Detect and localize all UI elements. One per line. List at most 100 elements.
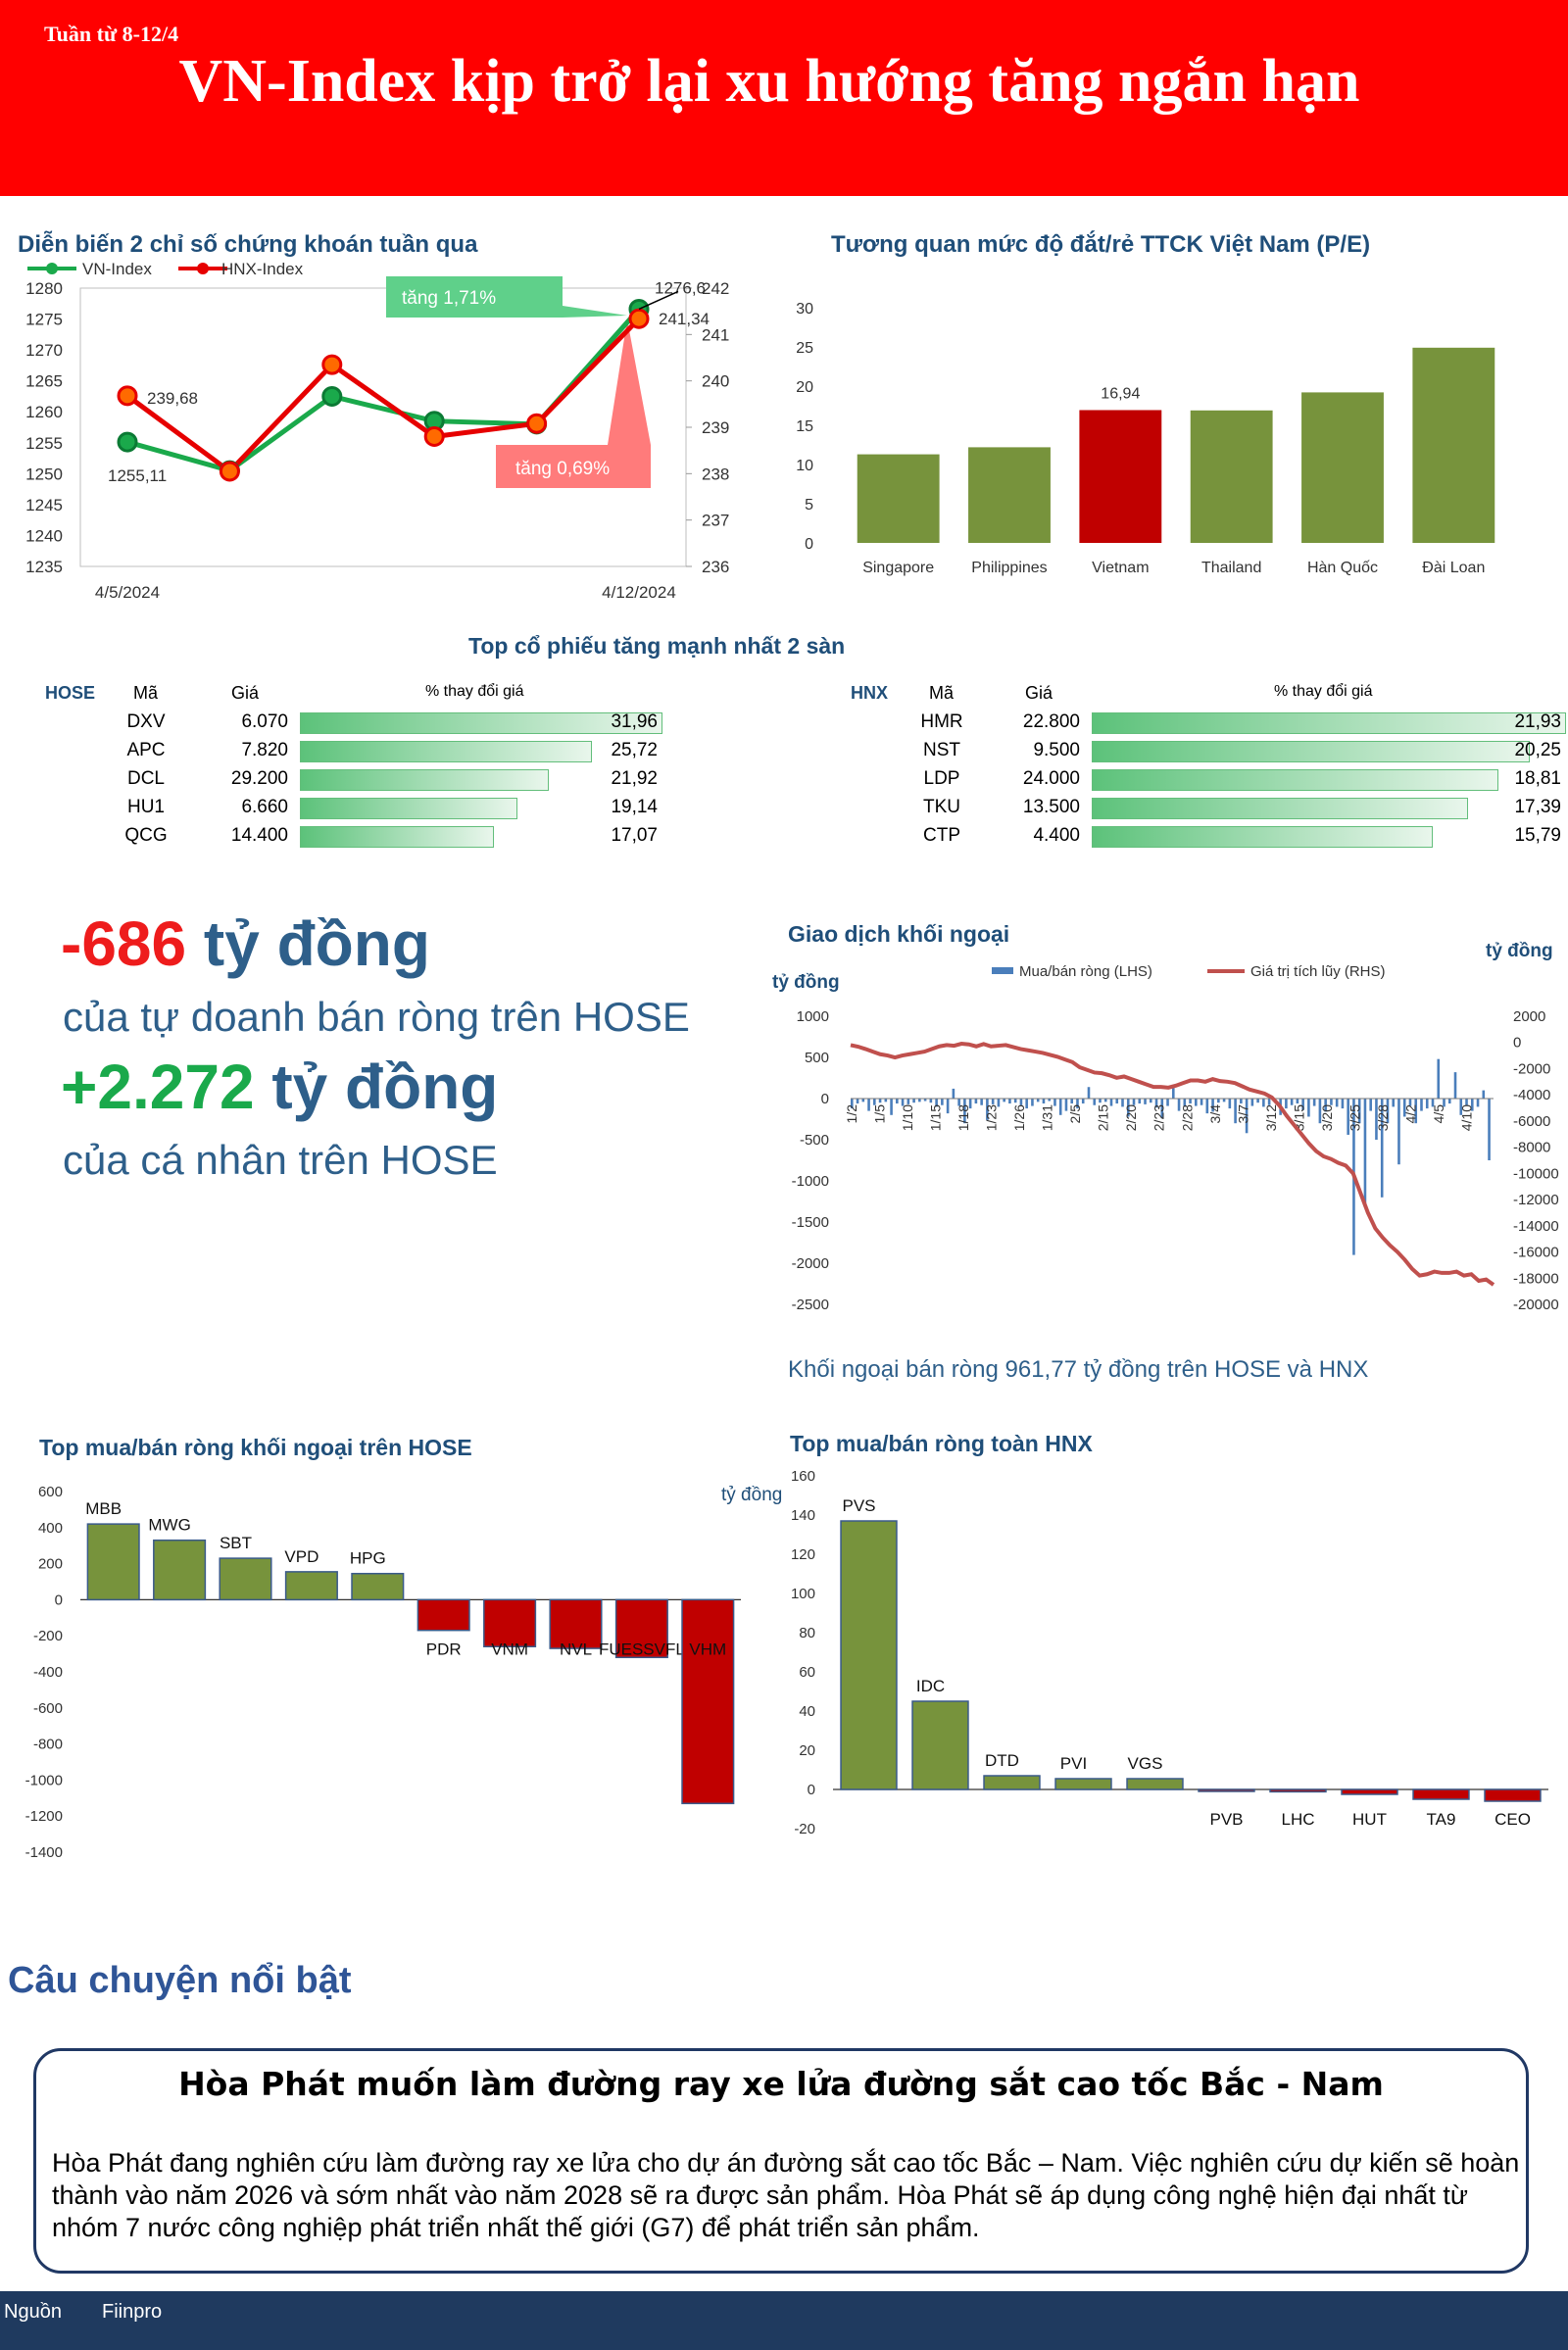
y-left-tick-label: 1250	[25, 465, 63, 483]
fx-y-right-tick-label: -2000	[1513, 1060, 1550, 1077]
fx-net-bar	[923, 1099, 927, 1102]
fx-net-bar	[1357, 1099, 1361, 1124]
hose-foreign-y-tick-label: -1000	[25, 1772, 63, 1788]
gainer-pct-bar	[300, 769, 549, 791]
y-left-tick-label: 1280	[25, 279, 63, 298]
fx-net-bar	[1267, 1099, 1271, 1105]
hose-foreign-bar	[86, 1523, 140, 1601]
vn-change-callout: tăng 1,71%	[386, 276, 627, 318]
fx-net-bar	[980, 1099, 983, 1105]
hose-gainers-table: HOSE Mã Giá % thay đổi giá DXV 6.070 31,96…	[0, 676, 686, 853]
x-tick-label: 4/12/2024	[602, 583, 676, 602]
fx-net-bar	[1437, 1058, 1441, 1099]
y-right-tick-label: 239	[702, 418, 729, 437]
hnx-foreign-y-tick-label: 0	[808, 1782, 815, 1798]
hnx-code-header: Mã	[929, 683, 955, 703]
fx-net-bar	[1109, 1099, 1113, 1106]
pe-y-tick-label: 0	[805, 536, 813, 553]
fx-x-tick-label: 3/20	[1319, 1104, 1335, 1131]
gainer-row: LDP 24.000 18,81	[823, 768, 1568, 796]
fx-y-left-tick-label: -1500	[792, 1214, 829, 1231]
hnx-foreign-bar	[1412, 1788, 1470, 1800]
gainer-code: NST	[923, 740, 960, 760]
pe-bar	[1079, 410, 1162, 543]
hnx-foreign-y-tick-label: 80	[799, 1625, 815, 1641]
fx-net-bar	[906, 1099, 910, 1104]
legend-vn-label: VN-Index	[82, 260, 152, 278]
fx-x-tick-label: 2/28	[1179, 1104, 1195, 1131]
hnx-foreign-x-label: DTD	[985, 1751, 1019, 1770]
fx-net-bar	[1312, 1099, 1316, 1106]
fx-net-bar	[1488, 1099, 1491, 1160]
fx-net-bar	[1307, 1099, 1310, 1117]
gainer-code: QCG	[124, 825, 168, 846]
gainer-row: QCG 14.400 17,07	[0, 825, 686, 853]
fx-net-bar	[1144, 1099, 1147, 1104]
fx-net-bar	[1386, 1099, 1390, 1124]
gainer-row: TKU 13.500 17,39	[823, 797, 1568, 824]
hose-foreign-y-tick-label: -200	[33, 1628, 63, 1644]
legend-vn-marker	[46, 263, 58, 274]
hose-foreign-y-tick-label: 200	[38, 1556, 63, 1573]
fx-net-bar	[1369, 1099, 1372, 1111]
fx-cumulative-line	[850, 1042, 1495, 1287]
fx-net-bar	[884, 1099, 888, 1102]
hose-foreign-bar	[549, 1598, 603, 1649]
gainer-row: DXV 6.070 31,96	[0, 711, 686, 739]
gainer-price: 24.000	[1022, 768, 1080, 789]
gainer-code: APC	[126, 740, 166, 760]
fx-net-bar	[878, 1099, 882, 1103]
story-title: Hòa Phát muốn làm đường ray xe lửa đường…	[178, 2065, 1384, 2103]
fx-net-bar	[935, 1099, 938, 1107]
hnx-exchange-label: HNX	[851, 683, 889, 703]
gainer-price: 29.200	[230, 768, 288, 789]
fx-net-bar	[1234, 1099, 1237, 1124]
hose-foreign-x-label: VPD	[284, 1547, 318, 1566]
fx-net-bar	[1341, 1099, 1345, 1109]
fx-net-bar	[1031, 1099, 1034, 1106]
fx-net-bar	[1121, 1099, 1124, 1107]
hnx-foreign-x-label: IDC	[916, 1677, 945, 1695]
fx-x-tick-label: 1/31	[1040, 1104, 1055, 1131]
gainer-pct-label: 15,79	[1514, 825, 1561, 846]
pe-bar	[968, 447, 1051, 543]
pe-y-tick-label: 25	[796, 340, 813, 357]
pe-chart-title: Tương quan mức độ đắt/rẻ TTCK Việt Nam (…	[831, 231, 1371, 258]
fx-x-tick-label: 1/2	[844, 1104, 859, 1124]
pe-bar	[1190, 410, 1273, 543]
fx-net-bar	[1195, 1099, 1198, 1106]
hose-foreign-bar	[284, 1571, 338, 1601]
hnx-foreign-y-tick-label: 140	[791, 1507, 815, 1524]
gainer-pct-bar	[1092, 741, 1530, 762]
y-right-tick-label: 238	[702, 465, 729, 483]
hose-foreign-bar	[483, 1598, 537, 1647]
fx-net-bar	[1470, 1099, 1474, 1111]
individual-figure: +2.272 tỷ đồng	[61, 1051, 498, 1123]
prop-trading-unit: tỷ đồng	[203, 908, 430, 979]
fx-x-tick-label: 4/10	[1458, 1104, 1474, 1131]
fx-net-bar	[1324, 1099, 1327, 1112]
fx-net-bar	[1256, 1099, 1259, 1103]
gainer-price: 7.820	[241, 740, 288, 760]
gainer-code: TKU	[923, 797, 960, 817]
hnx-foreign-bar	[983, 1775, 1041, 1790]
y-right-tick-label: 236	[702, 558, 729, 576]
hnx-foreign-y-tick-label: 100	[791, 1586, 815, 1602]
fx-y-right-tick-label: 0	[1513, 1035, 1521, 1052]
fx-legend-line-label: Giá trị tích lũy (RHS)	[1250, 963, 1386, 980]
y-left-tick-label: 1235	[25, 558, 63, 576]
fx-x-tick-label: 4/2	[1402, 1104, 1418, 1124]
y-left-tick-label: 1260	[25, 403, 63, 421]
hnx-index-point	[628, 308, 650, 329]
source-name: Fiinpro	[102, 2301, 163, 2323]
individual-desc: của cá nhân trên HOSE	[63, 1137, 498, 1183]
gainer-row: DCL 29.200 21,92	[0, 768, 686, 796]
hose-foreign-y-tick-label: -800	[33, 1737, 63, 1753]
vn-last-label: 1276,6	[655, 278, 706, 297]
gainer-price: 22.800	[1022, 711, 1080, 732]
fx-net-bar	[1200, 1099, 1203, 1105]
gainer-code: DCL	[126, 768, 165, 789]
vn-last-leader	[638, 290, 679, 311]
fx-net-bar	[1217, 1099, 1220, 1103]
fx-net-bar	[1397, 1099, 1400, 1165]
